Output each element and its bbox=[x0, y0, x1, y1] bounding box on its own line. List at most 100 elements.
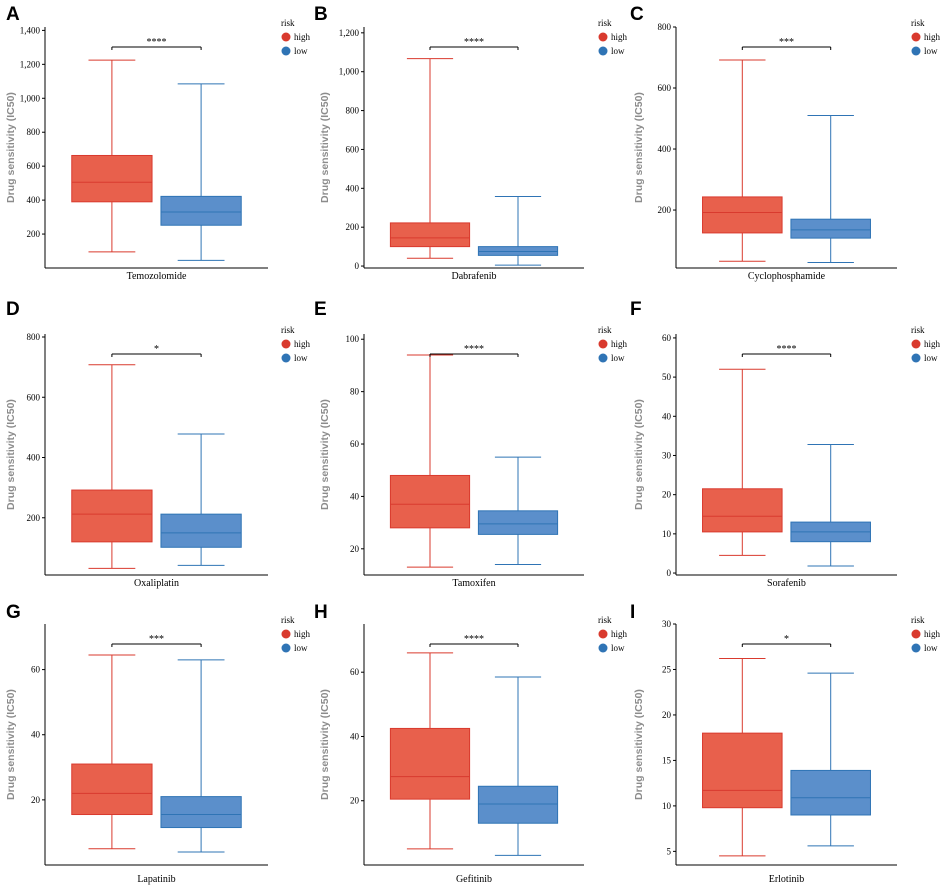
y-tick-label: 200 bbox=[27, 229, 41, 239]
box-high bbox=[71, 364, 153, 569]
legend: risk high low bbox=[598, 18, 628, 56]
iqr-box bbox=[389, 727, 471, 800]
legend-title: risk bbox=[281, 18, 295, 28]
legend: risk high low bbox=[911, 615, 941, 653]
x-axis-label: Gefitinib bbox=[456, 874, 492, 885]
legend: risk high low bbox=[281, 18, 311, 56]
legend-marker-low bbox=[911, 353, 921, 363]
box-low bbox=[790, 672, 871, 847]
legend: risk high low bbox=[281, 615, 311, 653]
legend-marker-low bbox=[281, 643, 291, 653]
box-high bbox=[389, 58, 471, 259]
y-tick-label: 400 bbox=[658, 144, 672, 154]
legend-label-low: low bbox=[294, 353, 308, 363]
y-tick-label: 800 bbox=[346, 106, 360, 116]
y-tick-label: 800 bbox=[27, 127, 41, 137]
y-tick-label: 400 bbox=[27, 195, 41, 205]
y-tick-label: 200 bbox=[346, 222, 360, 232]
iqr-box bbox=[477, 785, 559, 824]
legend: risk high low bbox=[911, 18, 941, 56]
panel-letter: D bbox=[6, 299, 20, 320]
iqr-box bbox=[477, 510, 559, 535]
chart-panel-i: I 5 10 15 20 25 30 Drug sensitivity (IC50) Erlot… bbox=[630, 602, 941, 885]
x-axis-label: Lapatinib bbox=[137, 874, 175, 885]
legend-marker-low bbox=[598, 353, 608, 363]
box-low bbox=[790, 114, 871, 264]
x-axis-label: Erlotinib bbox=[769, 874, 805, 885]
panel-letter: C bbox=[630, 4, 644, 25]
iqr-box bbox=[160, 796, 242, 829]
legend: risk high low bbox=[598, 325, 628, 363]
legend-marker-high bbox=[598, 629, 608, 639]
legend: risk high low bbox=[281, 325, 311, 363]
legend-title: risk bbox=[598, 615, 612, 625]
legend-label-low: low bbox=[294, 643, 308, 653]
chart-panel-c: C 200 400 600 800 Drug sensitivity (IC50) Cycl… bbox=[630, 4, 941, 282]
iqr-box bbox=[702, 196, 783, 234]
panel-letter: B bbox=[314, 4, 328, 25]
legend-label-high: high bbox=[611, 339, 628, 349]
significance-label: * bbox=[154, 344, 159, 355]
y-tick-label: 600 bbox=[27, 392, 41, 402]
y-axis-label: Drug sensitivity (IC50) bbox=[5, 689, 17, 800]
y-tick-label: 1,200 bbox=[20, 59, 41, 69]
legend-title: risk bbox=[281, 325, 295, 335]
legend-label-high: high bbox=[611, 629, 628, 639]
box-high bbox=[389, 652, 471, 850]
significance-label: **** bbox=[464, 634, 484, 645]
y-axis-label: Drug sensitivity (IC50) bbox=[5, 92, 17, 203]
significance-label: *** bbox=[779, 37, 794, 48]
legend-marker-low bbox=[598, 46, 608, 56]
iqr-box bbox=[389, 222, 471, 248]
y-tick-label: 40 bbox=[350, 491, 360, 501]
y-tick-label: 0 bbox=[667, 568, 672, 578]
legend-label-low: low bbox=[294, 46, 308, 56]
y-tick-label: 40 bbox=[662, 411, 672, 421]
legend-label-high: high bbox=[924, 339, 941, 349]
legend-marker-low bbox=[281, 353, 291, 363]
box-low bbox=[160, 83, 242, 261]
legend-label-high: high bbox=[924, 629, 941, 639]
legend-marker-high bbox=[911, 32, 921, 42]
legend-title: risk bbox=[281, 615, 295, 625]
y-tick-label: 800 bbox=[658, 22, 672, 32]
legend-marker-high bbox=[281, 339, 291, 349]
legend: risk high low bbox=[911, 325, 941, 363]
iqr-box bbox=[71, 489, 153, 543]
box-high bbox=[702, 59, 783, 262]
box-high bbox=[702, 658, 783, 857]
significance-label: **** bbox=[777, 344, 797, 355]
iqr-box bbox=[702, 732, 783, 809]
y-tick-label: 50 bbox=[662, 372, 672, 382]
y-axis-label: Drug sensitivity (IC50) bbox=[319, 689, 331, 800]
y-tick-label: 60 bbox=[31, 665, 41, 675]
panel-letter: A bbox=[6, 4, 20, 25]
y-tick-label: 200 bbox=[658, 205, 672, 215]
legend-label-high: high bbox=[611, 32, 628, 42]
legend-label-low: low bbox=[611, 643, 625, 653]
legend-title: risk bbox=[911, 325, 925, 335]
legend-marker-low bbox=[911, 46, 921, 56]
significance-label: **** bbox=[147, 37, 167, 48]
legend-label-low: low bbox=[611, 46, 625, 56]
y-tick-label: 0 bbox=[355, 261, 360, 271]
x-axis-label: Cyclophosphamide bbox=[748, 271, 826, 282]
iqr-box bbox=[389, 474, 471, 529]
box-high bbox=[71, 59, 153, 253]
iqr-box bbox=[71, 763, 153, 816]
y-tick-label: 100 bbox=[346, 334, 360, 344]
y-tick-label: 400 bbox=[27, 453, 41, 463]
box-low bbox=[477, 195, 559, 266]
iqr-box bbox=[790, 769, 871, 816]
x-axis-label: Temozolomide bbox=[127, 271, 187, 282]
y-axis-label: Drug sensitivity (IC50) bbox=[319, 399, 331, 510]
y-tick-label: 1,200 bbox=[339, 28, 360, 38]
x-axis-label: Sorafenib bbox=[767, 578, 806, 589]
y-tick-label: 1,000 bbox=[339, 67, 360, 77]
chart-panel-g: G 20 40 60 Drug sensitivity (IC50) Lapatinib *… bbox=[5, 602, 311, 885]
box-low bbox=[477, 676, 559, 856]
legend-marker-high bbox=[598, 339, 608, 349]
significance-label: **** bbox=[464, 344, 484, 355]
y-tick-label: 1,400 bbox=[20, 25, 41, 35]
